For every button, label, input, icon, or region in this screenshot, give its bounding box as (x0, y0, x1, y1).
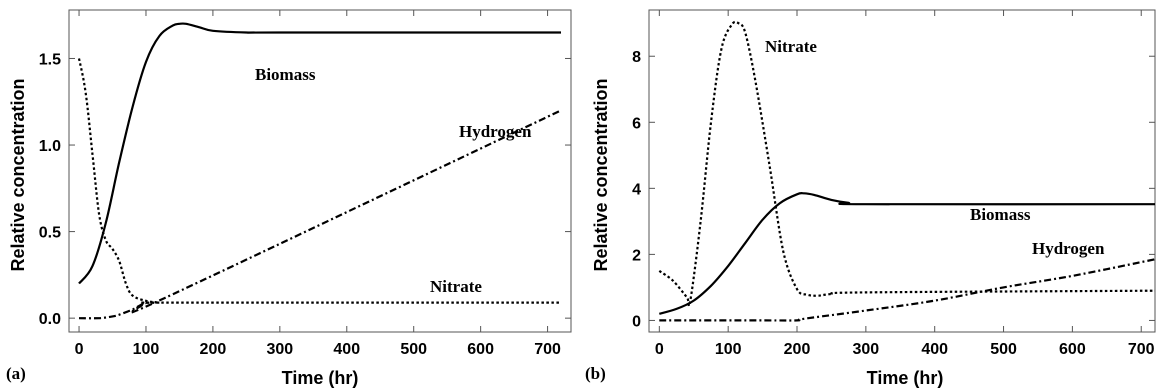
panel-b-y-tick-label: 6 (632, 115, 641, 132)
panel-b-series (658, 20, 1155, 322)
panel-b-hydrogen-annotation: Hydrogen (1032, 239, 1105, 258)
panel-a-frame (68, 9, 572, 333)
panel-a-x-tick-label: 200 (200, 341, 227, 358)
panel-b-label: (b) (585, 364, 606, 383)
panel-b-x-tick-label: 100 (715, 341, 742, 358)
panel-b-y-tick-label: 2 (632, 247, 641, 264)
panel-b-x-tick-label: 600 (1059, 341, 1086, 358)
panel-b-nitrate-line (658, 20, 1155, 308)
panel-a-nitrate-annotation: Nitrate (430, 277, 482, 296)
panel-a-y-tick-label: 0.0 (39, 311, 61, 328)
panel-a-nitrate-line (77, 58, 561, 304)
panel-b-x-tick-label: 200 (784, 341, 811, 358)
panel-b-y-tick-label: 4 (632, 181, 641, 198)
panel-a-x-axis-label: Time (hr) (282, 368, 359, 388)
panel-b: 0 100 200 300 400 500 600 700 0 2 4 6 8 Nitrate Biom… (585, 9, 1156, 388)
panel-b-x-tick-label: 700 (1128, 341, 1155, 358)
panel-a-x-tick-label: 100 (133, 341, 160, 358)
panel-b-y-tick-label: 0 (632, 313, 641, 330)
panel-b-x-axis-label: Time (hr) (867, 368, 944, 388)
panel-a-x-tick-label: 600 (467, 341, 494, 358)
panel-a-x-tick-label: 500 (400, 341, 427, 358)
panel-a-ticks: 0 100 200 300 400 500 600 700 0.0 0.5 1.0 1.5 (39, 10, 571, 358)
panel-a-y-axis-label: Relative concentration (8, 78, 28, 271)
panel-a-y-tick-label: 1.5 (39, 51, 61, 68)
panel-a-hydrogen-line (78, 109, 562, 320)
panel-a: 0 100 200 300 400 500 600 700 0.0 0.5 1.0 1.5 Bioma… (6, 9, 572, 388)
panel-a-x-tick-label: 400 (333, 341, 360, 358)
panel-b-x-tick-label: 300 (853, 341, 880, 358)
panel-a-biomass-line (78, 22, 561, 285)
panel-b-y-axis-label: Relative concentration (591, 78, 611, 271)
panel-b-ticks: 0 100 200 300 400 500 600 700 0 2 4 6 8 (632, 10, 1155, 358)
panel-a-label: (a) (6, 364, 26, 383)
panel-a-x-tick-label: 300 (266, 341, 293, 358)
panel-a-y-tick-label: 1.0 (39, 138, 61, 155)
panel-b-x-tick-label: 0 (655, 341, 664, 358)
panel-b-biomass-line (659, 192, 1155, 315)
panel-a-series (77, 22, 562, 320)
panel-a-x-tick-label: 700 (534, 341, 561, 358)
panel-b-frame (648, 9, 1156, 333)
panel-b-nitrate-annotation: Nitrate (765, 37, 817, 56)
panel-a-hydrogen-annotation: Hydrogen (459, 122, 532, 141)
panel-a-biomass-annotation: Biomass (255, 65, 316, 84)
panel-b-hydrogen-line (659, 258, 1155, 322)
panel-b-biomass-annotation: Biomass (970, 205, 1031, 224)
panel-a-x-tick-label: 0 (75, 341, 84, 358)
panel-b-x-tick-label: 500 (990, 341, 1017, 358)
panel-a-y-tick-label: 0.5 (39, 225, 61, 242)
panel-b-x-tick-label: 400 (921, 341, 948, 358)
panel-b-y-tick-label: 8 (632, 49, 641, 66)
